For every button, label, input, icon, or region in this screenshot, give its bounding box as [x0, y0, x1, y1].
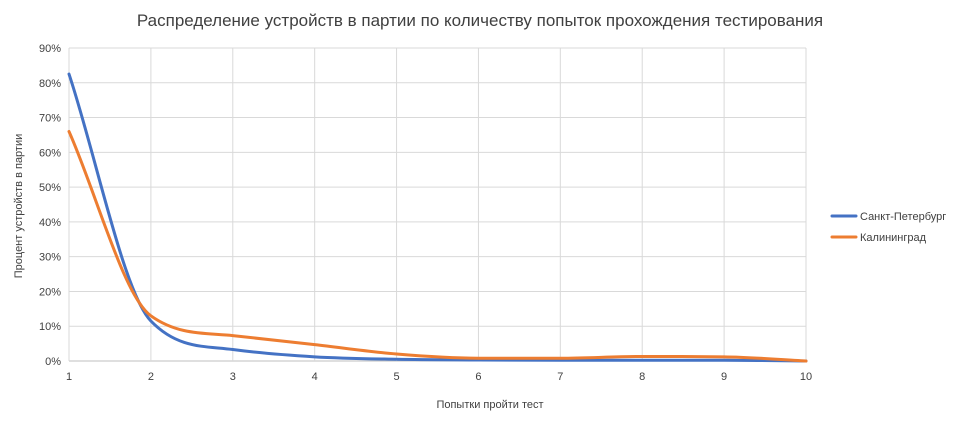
x-tick-label: 1 [66, 371, 72, 383]
x-tick-label: 8 [639, 371, 645, 383]
gridlines [68, 47, 807, 362]
y-axis-label: Процент устройств в партии [13, 134, 25, 279]
y-tick-label: 10% [39, 321, 61, 333]
y-tick-label: 0% [45, 356, 61, 368]
x-tick-label: 5 [393, 371, 399, 383]
legend: Санкт-Петербург Калининград [830, 211, 946, 244]
series-line-1 [67, 72, 808, 363]
legend-label: Санкт-Петербург [860, 211, 946, 223]
series-line-2 [67, 129, 808, 363]
x-axis-ticks: 1 2 3 4 5 6 7 8 9 10 [66, 371, 812, 383]
y-tick-label: 40% [39, 217, 61, 229]
legend-label: Калининград [860, 232, 927, 244]
x-tick-label: 9 [721, 371, 727, 383]
y-tick-label: 80% [39, 78, 61, 90]
x-tick-label: 6 [475, 371, 481, 383]
y-tick-label: 20% [39, 286, 61, 298]
y-tick-label: 90% [39, 43, 61, 55]
x-tick-label: 4 [312, 371, 318, 383]
x-tick-label: 3 [230, 371, 236, 383]
y-tick-label: 70% [39, 113, 61, 125]
y-axis-ticks: 0% 10% 20% 30% 40% 50% 60% 70% 80% 90% [39, 43, 61, 368]
y-tick-label: 50% [39, 182, 61, 194]
x-axis-label: Попытки пройти тест [436, 399, 543, 411]
x-tick-label: 2 [148, 371, 154, 383]
series-lines [67, 72, 808, 363]
y-tick-label: 60% [39, 147, 61, 159]
x-tick-label: 7 [557, 371, 563, 383]
x-tick-label: 10 [800, 371, 812, 383]
chart-title: Распределение устройств в партии по коли… [137, 11, 823, 30]
y-tick-label: 30% [39, 252, 61, 264]
